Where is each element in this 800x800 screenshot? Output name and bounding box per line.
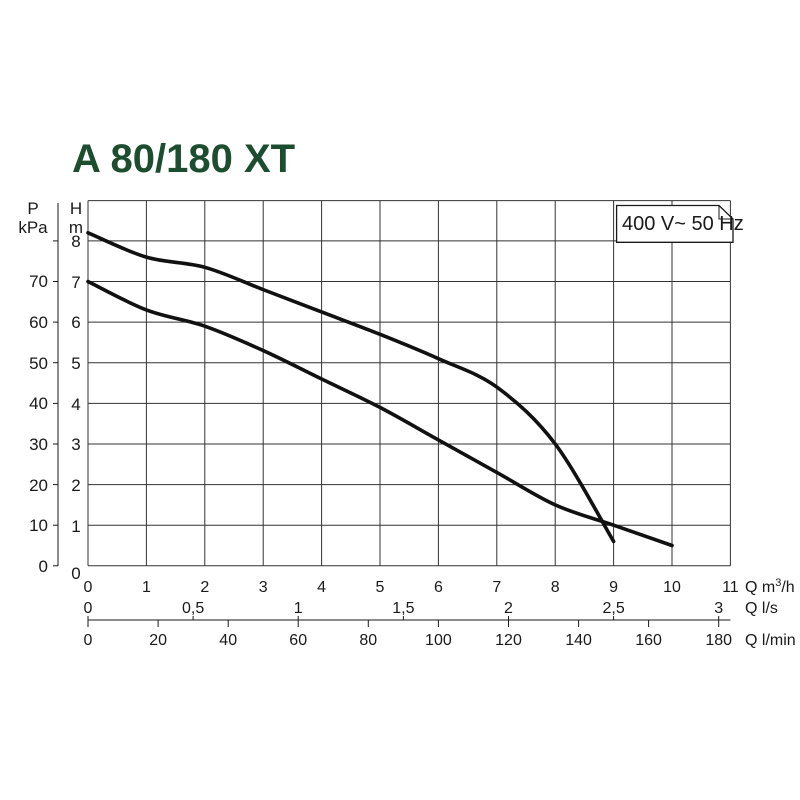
svg-text:400 V~ 50 Hz: 400 V~ 50 Hz [622, 213, 744, 235]
svg-text:1,5: 1,5 [392, 600, 414, 617]
svg-text:8: 8 [71, 232, 80, 251]
svg-text:7: 7 [71, 273, 80, 292]
svg-text:6: 6 [71, 313, 80, 332]
svg-text:100: 100 [425, 632, 452, 649]
svg-text:6: 6 [434, 579, 443, 596]
svg-text:Q m3/h: Q m3/h [745, 577, 795, 596]
svg-text:50: 50 [29, 354, 48, 373]
svg-text:3: 3 [714, 600, 723, 617]
svg-text:60: 60 [29, 313, 48, 332]
svg-text:1: 1 [294, 600, 303, 617]
svg-text:5: 5 [376, 579, 385, 596]
svg-text:120: 120 [495, 632, 522, 649]
svg-text:11: 11 [722, 579, 739, 596]
svg-text:180: 180 [705, 632, 732, 649]
svg-text:3: 3 [71, 435, 80, 454]
svg-text:1: 1 [71, 517, 80, 536]
svg-text:kPa: kPa [18, 218, 48, 237]
svg-text:7: 7 [492, 579, 501, 596]
svg-text:5: 5 [71, 354, 80, 373]
svg-text:0: 0 [84, 600, 93, 617]
svg-text:40: 40 [219, 632, 237, 649]
svg-text:Q l/s: Q l/s [745, 600, 778, 617]
svg-text:A 80/180 XT: A 80/180 XT [72, 137, 295, 181]
svg-text:P: P [27, 199, 38, 218]
svg-text:H: H [70, 199, 82, 218]
svg-text:2: 2 [71, 476, 80, 495]
svg-text:80: 80 [359, 632, 377, 649]
svg-text:40: 40 [29, 394, 48, 413]
svg-text:3: 3 [259, 579, 268, 596]
svg-text:4: 4 [317, 579, 326, 596]
svg-text:8: 8 [551, 579, 560, 596]
svg-text:2: 2 [504, 600, 513, 617]
svg-text:0: 0 [39, 557, 48, 576]
svg-text:2: 2 [200, 579, 209, 596]
svg-text:60: 60 [289, 632, 307, 649]
svg-text:1: 1 [142, 579, 151, 596]
svg-text:2,5: 2,5 [602, 600, 624, 617]
svg-text:0,5: 0,5 [182, 600, 204, 617]
svg-text:4: 4 [71, 395, 80, 414]
svg-text:70: 70 [29, 272, 48, 291]
svg-text:30: 30 [29, 435, 48, 454]
svg-text:160: 160 [635, 632, 662, 649]
svg-text:140: 140 [565, 632, 592, 649]
svg-text:10: 10 [663, 579, 681, 596]
svg-text:0: 0 [71, 564, 80, 583]
svg-text:20: 20 [29, 476, 48, 495]
svg-text:10: 10 [29, 516, 48, 535]
svg-text:0: 0 [84, 579, 93, 596]
svg-text:Q l/min: Q l/min [745, 632, 796, 649]
svg-text:20: 20 [149, 632, 167, 649]
svg-text:9: 9 [609, 579, 618, 596]
svg-text:0: 0 [84, 632, 93, 649]
